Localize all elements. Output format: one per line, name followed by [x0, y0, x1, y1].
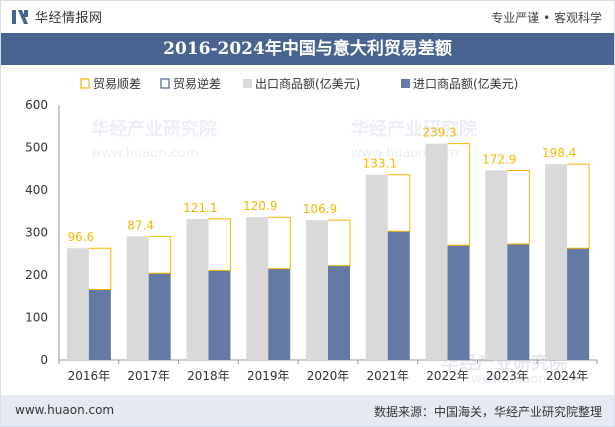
y-tick-label: 500 [25, 141, 48, 155]
y-tick-label: 200 [25, 268, 48, 282]
watermark-text: 华经产业研究院 [351, 118, 477, 140]
top-bar: 华经情报网 专业严谨 • 客观科学 [1, 1, 614, 33]
surplus-bracket [328, 219, 351, 267]
watermark-text: 华经产业研究院 [91, 118, 217, 140]
export-bar [246, 217, 269, 360]
title-bar: 2016-2024年中国与意大利贸易差额 [1, 33, 614, 65]
surplus-data-label: 121.1 [183, 201, 217, 215]
surplus-data-label: 120.9 [243, 199, 277, 213]
x-tick-label: 2020年 [307, 369, 350, 383]
x-tick-label: 2024年 [546, 369, 589, 383]
import-bar [148, 273, 171, 360]
export-bar [485, 170, 508, 360]
import-bar [507, 243, 530, 360]
export-bar [306, 220, 328, 360]
import-bar [567, 248, 590, 360]
surplus-data-label: 172.9 [482, 152, 516, 166]
y-tick-label: 100 [25, 311, 48, 325]
legend-swatch [80, 78, 90, 89]
import-bar [208, 270, 231, 360]
brand-logo-icon [12, 9, 28, 24]
import-bar [88, 289, 111, 360]
surplus-bracket [387, 174, 411, 232]
x-tick-label: 2022年 [426, 369, 469, 383]
footer-bar: www.huaon.com 数据来源：中国海关，华经产业研究院整理 [1, 395, 614, 426]
legend-swatch [160, 78, 170, 89]
watermark-url: www.huaon.com [471, 372, 578, 387]
surplus-bracket [567, 163, 590, 249]
footer-source: 数据来源：中国海关，华经产业研究院整理 [373, 405, 602, 419]
x-tick-label: 2017年 [127, 369, 170, 383]
x-tick-label: 2021年 [367, 369, 410, 383]
legend-label: 贸易顺差 [93, 77, 141, 91]
legend-swatch [243, 79, 252, 88]
surplus-bracket [208, 218, 231, 271]
y-tick-label: 300 [25, 226, 48, 240]
watermark-url: www.huaon.com [91, 146, 198, 161]
surplus-data-label: 106.9 [303, 202, 337, 216]
footer-url[interactable]: www.huaon.com [15, 403, 115, 417]
import-bar [328, 265, 350, 360]
brand[interactable]: 华经情报网 [11, 7, 103, 26]
surplus-data-label: 87.4 [127, 218, 154, 232]
slogan: 专业严谨 • 客观科学 [491, 11, 602, 25]
y-tick-label: 400 [25, 183, 48, 197]
import-bar [268, 268, 291, 360]
export-bar [66, 248, 89, 360]
y-tick-label: 0 [40, 353, 48, 367]
import-bar [387, 231, 410, 360]
x-tick-label: 2019年 [247, 369, 290, 383]
export-bar [425, 143, 448, 360]
legend-swatch [401, 79, 410, 88]
legend-label: 贸易逆差 [173, 76, 221, 91]
chart-area: 华经产业研究院www.huaon.com华经产业研究院www.huaon.com… [25, 76, 598, 387]
surplus-bracket [507, 169, 530, 245]
chart-title: 2016-2024年中国与意大利贸易差额 [163, 39, 452, 59]
import-bar [447, 245, 470, 360]
surplus-bracket [268, 216, 291, 270]
legend-label: 进口商品额(亿美元) [413, 76, 518, 91]
export-bar [126, 236, 149, 360]
surplus-data-label: 96.6 [68, 230, 95, 244]
export-bar [545, 164, 568, 360]
watermark-text: 华经产业研究院 [441, 352, 567, 374]
surplus-data-label: 198.4 [542, 146, 576, 160]
surplus-data-label: 133.1 [363, 157, 397, 171]
export-bar [365, 174, 388, 360]
surplus-bracket [88, 247, 112, 290]
x-tick-label: 2018年 [187, 369, 230, 383]
brand-name: 华经情报网 [35, 11, 103, 26]
surplus-bracket [148, 235, 172, 274]
x-tick-label: 2023年 [486, 369, 529, 383]
surplus-bracket [447, 143, 471, 246]
x-tick-label: 2016年 [68, 369, 111, 383]
y-tick-label: 600 [25, 98, 48, 112]
export-bar [186, 218, 209, 360]
surplus-data-label: 239.3 [422, 126, 456, 140]
legend-label: 出口商品额(亿美元) [255, 76, 360, 91]
